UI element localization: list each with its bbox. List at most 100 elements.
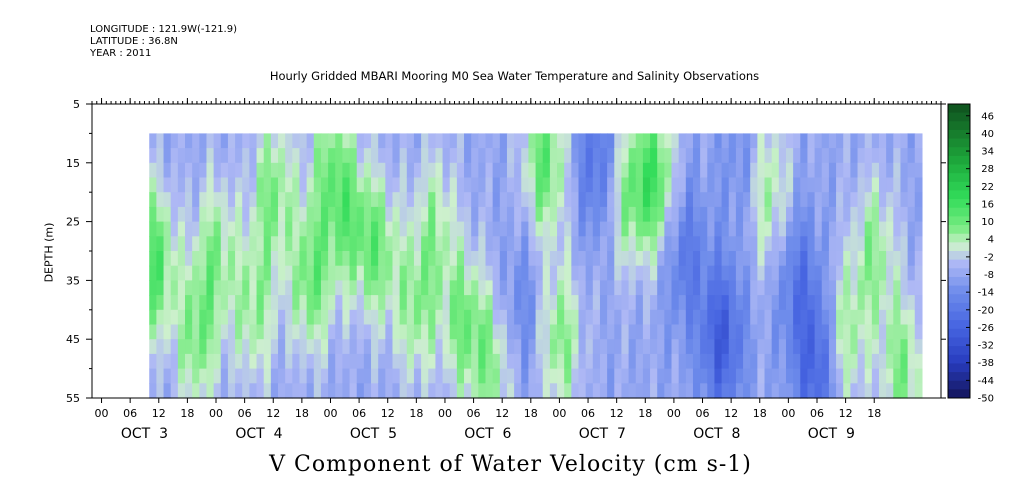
heatmap-cell [764, 206, 773, 223]
heatmap-cell [342, 177, 351, 193]
heatmap-cell [163, 265, 172, 281]
heatmap-cell [878, 339, 887, 355]
heatmap-cell [471, 162, 479, 179]
heatmap-cell [478, 265, 487, 281]
heatmap-cell [778, 192, 787, 208]
heatmap-cell [535, 295, 544, 311]
heatmap-cell [678, 177, 687, 193]
heatmap-cell [406, 162, 415, 179]
heatmap-cell [263, 133, 272, 149]
heatmap-cell [371, 221, 379, 237]
heatmap-cell [914, 368, 923, 384]
heatmap-cell [521, 206, 530, 223]
heatmap-cell [149, 148, 157, 164]
heatmap-cell [542, 236, 551, 252]
heatmap-cell [449, 177, 458, 193]
colorbar-segment [948, 363, 970, 373]
heatmap-cell [413, 177, 422, 193]
x-tick-label: 12 [266, 407, 280, 420]
heatmap-cell [785, 192, 794, 208]
heatmap-cell [335, 339, 343, 355]
heatmap-cell [800, 280, 809, 296]
heatmap-cell [313, 133, 322, 149]
heatmap-cell [671, 251, 680, 267]
heatmap-cell [578, 177, 587, 193]
heatmap-cell [235, 206, 243, 223]
heatmap-cell [592, 192, 601, 208]
heatmap-cell [821, 309, 830, 326]
heatmap-cell [685, 383, 694, 399]
heatmap-cell [177, 192, 186, 208]
heatmap-cell [771, 353, 780, 370]
heatmap-cell [785, 280, 794, 296]
heatmap-cell [464, 353, 472, 370]
heatmap-cell [299, 206, 308, 223]
heatmap-cell [413, 148, 422, 164]
heatmap-cell [807, 148, 816, 164]
heatmap-cell [664, 192, 673, 208]
heatmap-cell [864, 265, 873, 281]
heatmap-cell [413, 162, 422, 179]
heatmap-cell [836, 339, 844, 355]
heatmap-cell [864, 309, 873, 326]
heatmap-cell [743, 221, 751, 237]
heatmap-cell [778, 309, 787, 326]
heatmap-cell [557, 251, 565, 267]
heatmap-cell [878, 148, 887, 164]
heatmap-cell [900, 192, 909, 208]
heatmap-cell [735, 295, 744, 311]
heatmap-cell [914, 133, 923, 149]
heatmap-cell [571, 324, 580, 340]
heatmap-cell [456, 383, 465, 399]
heatmap-cell [392, 353, 401, 370]
heatmap-cell [256, 251, 265, 267]
heatmap-cell [592, 295, 601, 311]
heatmap-cell [635, 162, 644, 179]
heatmap-cell [299, 353, 308, 370]
colorbar-segment [948, 164, 970, 174]
heatmap-cell [156, 251, 165, 267]
heatmap-cell [285, 280, 293, 296]
heatmap-cell [886, 353, 894, 370]
heatmap-cell [878, 324, 887, 340]
heatmap-cell [771, 221, 780, 237]
heatmap-cell [413, 236, 422, 252]
heatmap-cell [793, 133, 801, 149]
heatmap-cell [285, 177, 293, 193]
heatmap-cell [306, 251, 315, 267]
heatmap-cell [735, 221, 744, 237]
colorbar-label: -32 [978, 341, 994, 352]
heatmap-cell [342, 309, 351, 326]
heatmap-cell [199, 177, 208, 193]
heatmap-cell [478, 339, 487, 355]
heatmap-cell [785, 309, 794, 326]
heatmap-cell [413, 295, 422, 311]
heatmap-cell [814, 221, 823, 237]
heatmap-cell [757, 309, 766, 326]
heatmap-cell [328, 309, 336, 326]
heatmap-cell [242, 309, 250, 326]
heatmap-cell [721, 295, 730, 311]
heatmap-cell [227, 353, 236, 370]
heatmap-cell [871, 295, 880, 311]
heatmap-cell [185, 206, 193, 223]
heatmap-cell [828, 162, 837, 179]
heatmap-cell [506, 148, 515, 164]
heatmap-cell [227, 324, 236, 340]
colorbar-segment [948, 147, 970, 157]
heatmap-cell [456, 265, 465, 281]
heatmap-cell [449, 280, 458, 296]
heatmap-cell [292, 148, 301, 164]
heatmap-cell [778, 353, 787, 370]
heatmap-cell [192, 339, 200, 355]
heatmap-cell [850, 133, 859, 149]
heatmap-cell [270, 133, 279, 149]
heatmap-cell [836, 383, 844, 399]
heatmap-cell [764, 309, 773, 326]
heatmap-cell [170, 309, 179, 326]
heatmap-cell [442, 251, 451, 267]
heatmap-cell [227, 177, 236, 193]
heatmap-cell [206, 133, 215, 149]
heatmap-cell [378, 148, 386, 164]
heatmap-cell [614, 221, 623, 237]
